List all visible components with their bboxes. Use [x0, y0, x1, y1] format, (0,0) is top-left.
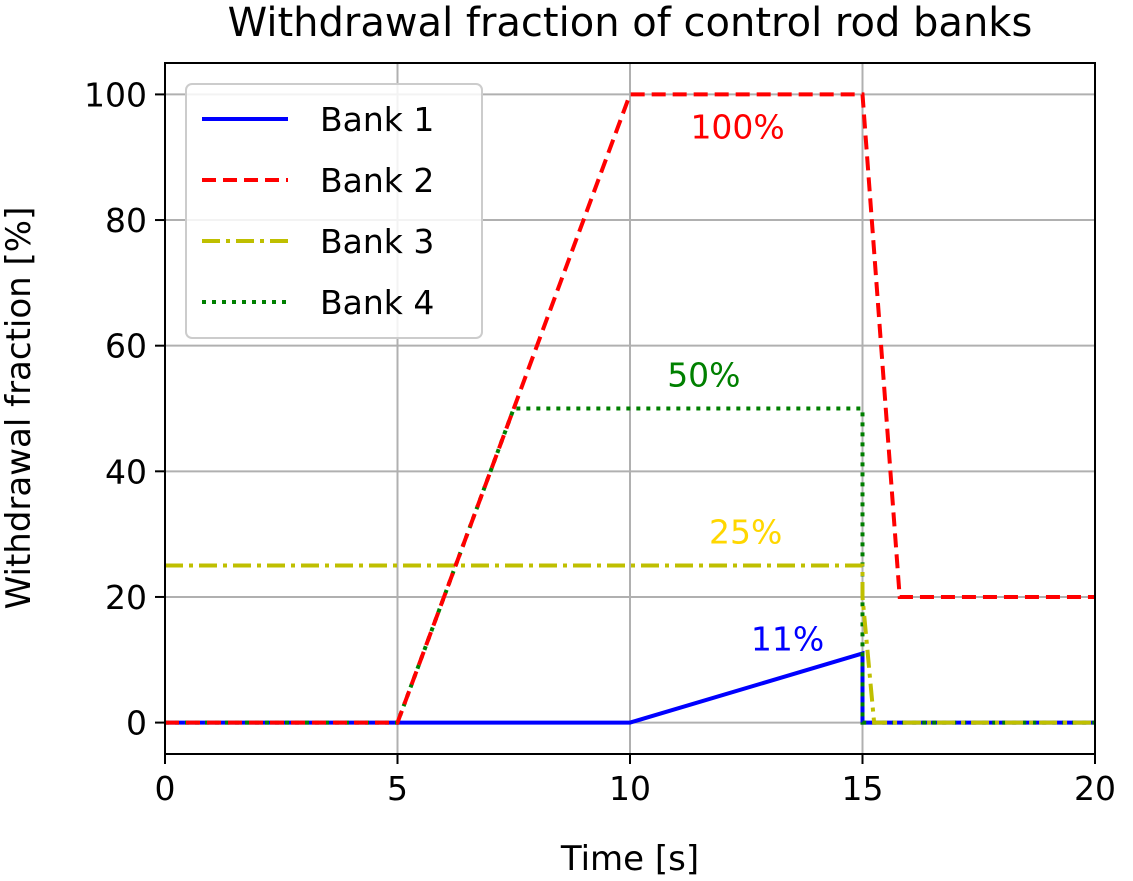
annotation-label: 11%: [751, 619, 824, 658]
legend-label: Bank 3: [320, 222, 434, 261]
chart-title: Withdrawal fraction of control rod banks: [228, 0, 1033, 46]
y-tick-label: 80: [105, 201, 147, 240]
x-axis-label: Time [s]: [560, 839, 699, 879]
axis-ticks: 0 5 10 15 20 0 20 40 60 80 100: [84, 75, 1116, 808]
x-tick-label: 20: [1074, 769, 1116, 808]
annotation-label: 25%: [709, 513, 782, 552]
y-tick-label: 20: [105, 578, 147, 617]
x-tick-label: 15: [842, 769, 884, 808]
series-line-bank-2: [165, 92, 1095, 725]
x-tick-label: 0: [155, 769, 176, 808]
plot-series: [165, 92, 1095, 725]
y-tick-label: 100: [84, 75, 147, 114]
y-tick-label: 40: [105, 452, 147, 491]
y-tick-label: 60: [105, 327, 147, 366]
x-tick-label: 5: [387, 769, 408, 808]
legend: Bank 1 Bank 2 Bank 3 Bank 4: [185, 83, 483, 339]
annotations: 100% 50% 25% 11%: [667, 107, 824, 658]
legend-label: Bank 2: [320, 161, 434, 200]
series-line-bank-3: [165, 563, 1095, 725]
y-axis-label: Withdrawal fraction [%]: [0, 207, 39, 610]
legend-label: Bank 1: [320, 100, 434, 139]
x-tick-label: 10: [609, 769, 651, 808]
legend-frame: [185, 83, 483, 339]
annotation-label: 50%: [667, 356, 740, 395]
y-tick-label: 0: [126, 704, 147, 743]
legend-label: Bank 4: [320, 283, 434, 322]
annotation-label: 100%: [690, 107, 784, 146]
